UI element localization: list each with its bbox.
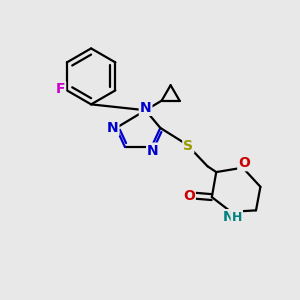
Text: H: H bbox=[232, 211, 242, 224]
Text: S: S bbox=[183, 139, 193, 153]
Text: N: N bbox=[107, 121, 118, 135]
Text: F: F bbox=[56, 82, 65, 96]
Text: N: N bbox=[147, 144, 159, 158]
Text: N: N bbox=[223, 210, 234, 224]
Text: O: O bbox=[238, 156, 250, 170]
Text: N: N bbox=[140, 101, 152, 115]
Text: O: O bbox=[183, 189, 195, 202]
